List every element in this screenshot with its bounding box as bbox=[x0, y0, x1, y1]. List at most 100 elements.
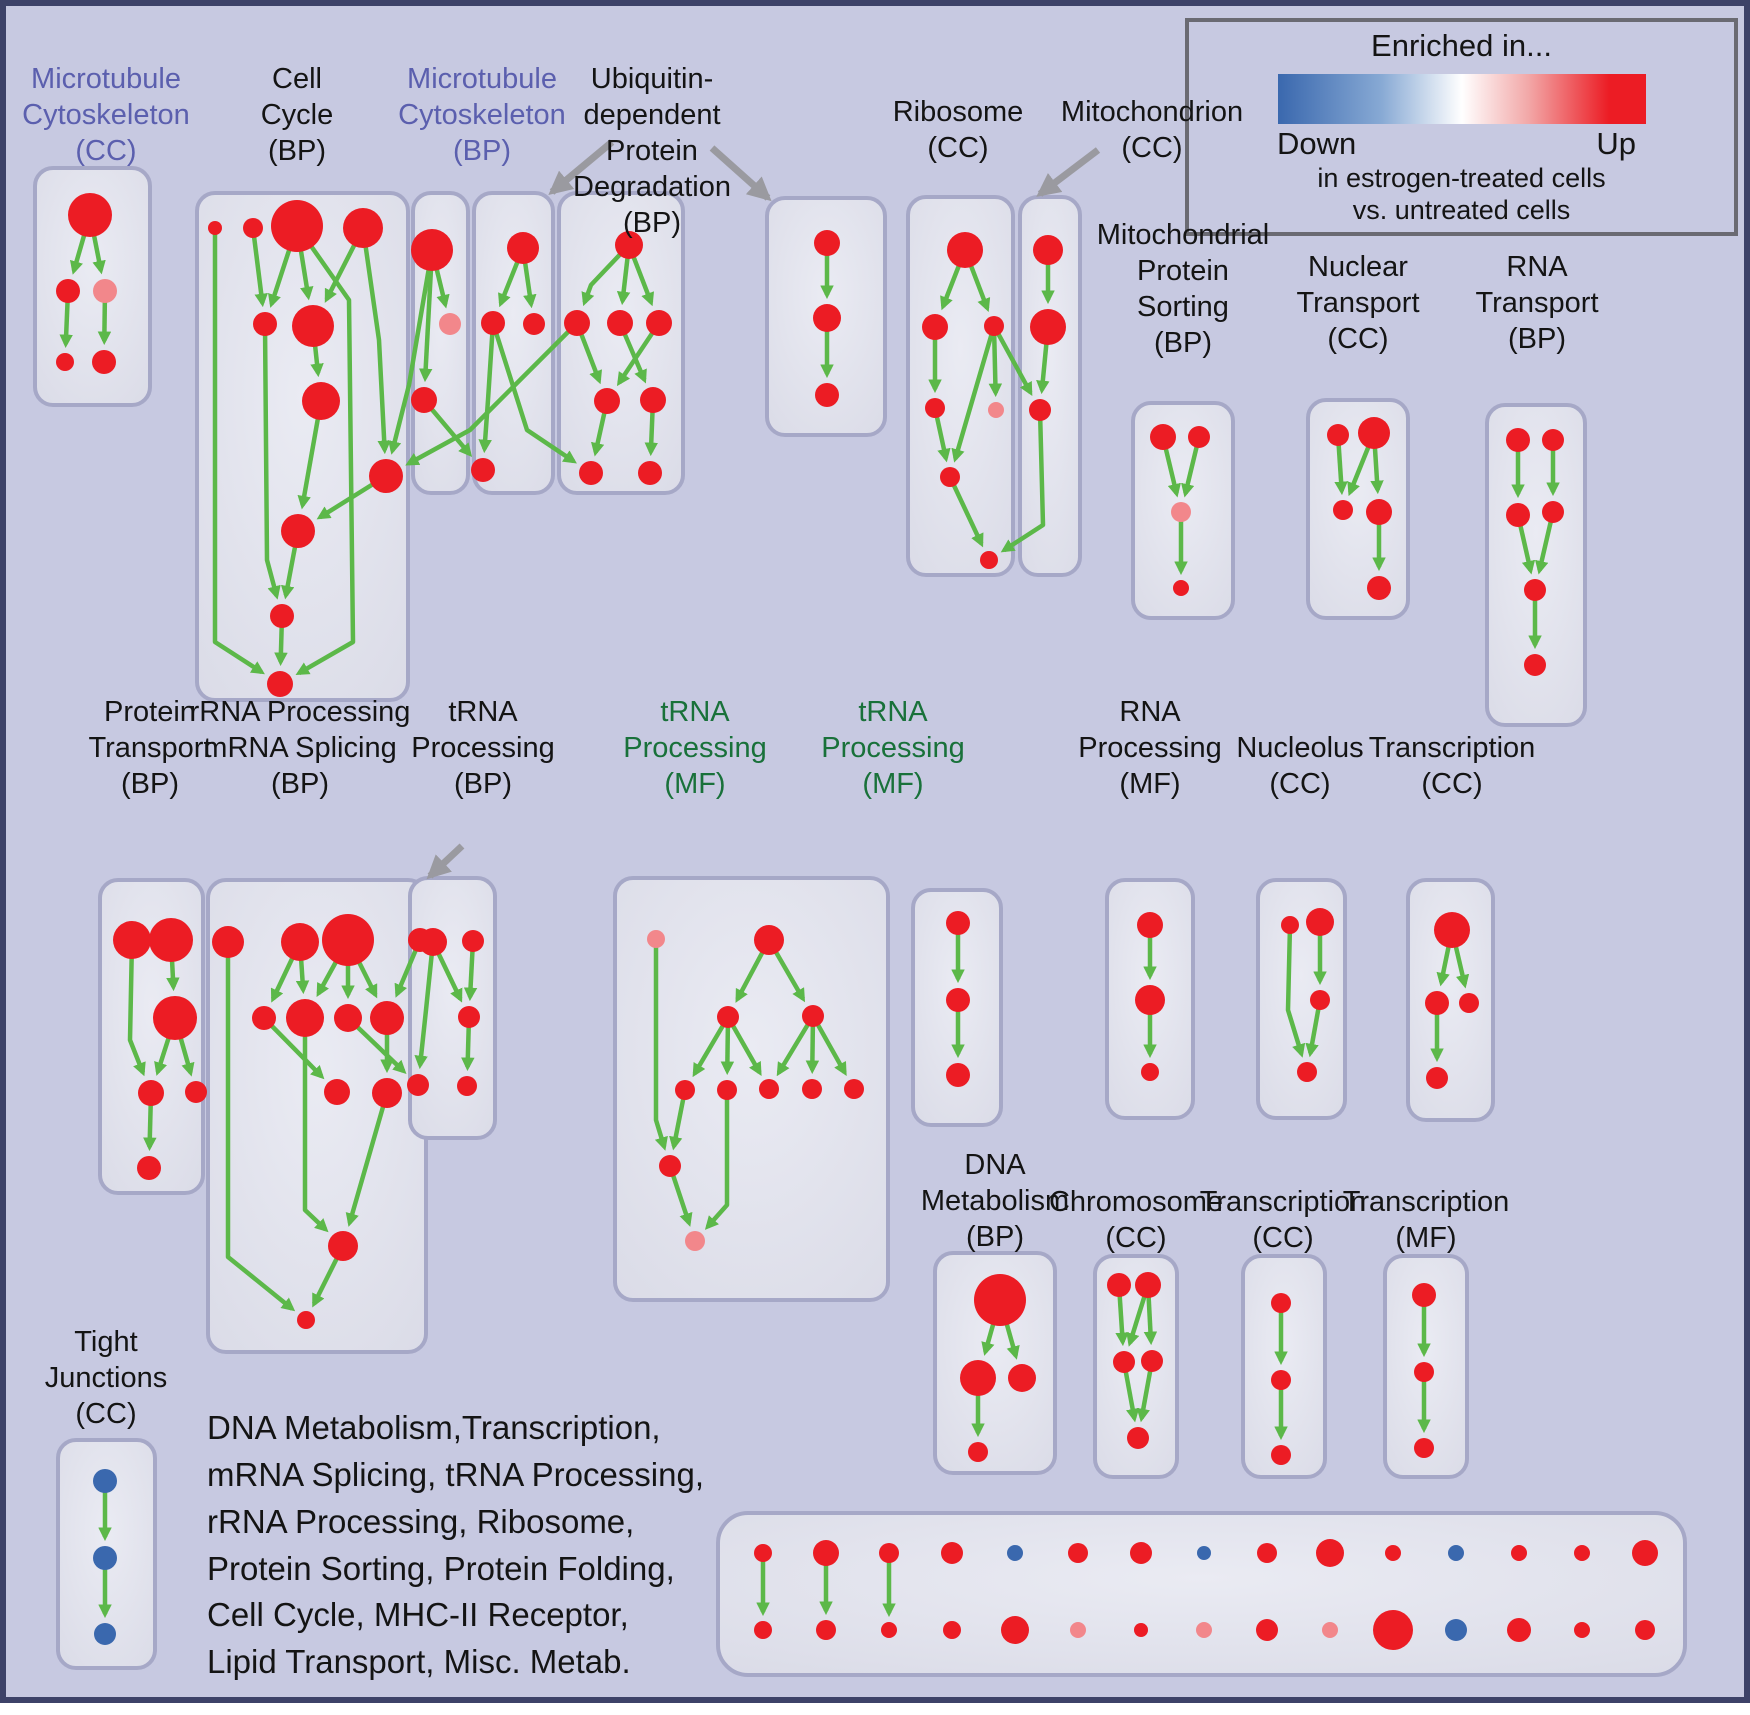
edge bbox=[988, 325, 1003, 398]
node bbox=[481, 311, 505, 335]
node bbox=[471, 458, 495, 482]
node bbox=[322, 914, 374, 966]
legend-down-label: Down bbox=[1277, 126, 1357, 161]
node bbox=[1507, 1618, 1531, 1642]
node bbox=[1197, 1546, 1211, 1560]
node bbox=[411, 387, 437, 413]
node bbox=[462, 930, 484, 952]
node bbox=[302, 382, 340, 420]
node bbox=[149, 918, 193, 962]
node bbox=[94, 1623, 116, 1645]
pointer-arrows-layer bbox=[426, 139, 1101, 880]
pointer-trna-bp bbox=[426, 843, 465, 880]
node bbox=[675, 1080, 695, 1100]
node bbox=[607, 310, 633, 336]
node bbox=[138, 1080, 164, 1106]
node bbox=[281, 923, 319, 961]
node bbox=[419, 928, 447, 956]
node bbox=[1635, 1620, 1655, 1640]
edge bbox=[490, 322, 577, 464]
transcription-cc-lower-box bbox=[1241, 1254, 1327, 1479]
node bbox=[253, 312, 277, 336]
pointer-mitochondrion bbox=[1036, 147, 1101, 197]
edge bbox=[418, 249, 435, 383]
node bbox=[1257, 1543, 1277, 1563]
node bbox=[1414, 1438, 1434, 1458]
node bbox=[594, 388, 620, 414]
edge bbox=[127, 939, 146, 1077]
node bbox=[1358, 417, 1390, 449]
node bbox=[659, 1155, 681, 1177]
node bbox=[647, 930, 665, 948]
node bbox=[814, 230, 840, 256]
node bbox=[947, 232, 983, 268]
node bbox=[638, 461, 662, 485]
node bbox=[93, 1546, 117, 1570]
node bbox=[813, 304, 841, 332]
legend-condition-line1: in estrogen-treated cells bbox=[1317, 163, 1606, 193]
node bbox=[243, 218, 263, 238]
node bbox=[1135, 1272, 1161, 1298]
node bbox=[93, 1469, 117, 1493]
edge bbox=[302, 1018, 329, 1233]
node bbox=[1271, 1445, 1291, 1465]
edge bbox=[250, 227, 268, 308]
node bbox=[988, 402, 1004, 418]
edge bbox=[262, 1016, 325, 1080]
node bbox=[370, 1001, 404, 1035]
node bbox=[369, 459, 403, 493]
node bbox=[984, 316, 1004, 336]
node bbox=[717, 1006, 739, 1028]
node bbox=[458, 1006, 480, 1028]
node bbox=[1150, 424, 1176, 450]
node bbox=[1113, 1351, 1135, 1373]
node bbox=[1506, 503, 1530, 527]
node bbox=[946, 988, 970, 1012]
node bbox=[252, 1006, 276, 1030]
node bbox=[1007, 1545, 1023, 1561]
trna-processing-bp-box bbox=[408, 876, 497, 1140]
node bbox=[1333, 500, 1353, 520]
node bbox=[56, 353, 74, 371]
node bbox=[1196, 1622, 1212, 1638]
edge bbox=[405, 321, 579, 466]
node bbox=[68, 193, 112, 237]
node bbox=[844, 1079, 864, 1099]
node bbox=[1297, 1062, 1317, 1082]
edge bbox=[345, 1092, 390, 1227]
node bbox=[56, 279, 80, 303]
node bbox=[1414, 1362, 1434, 1382]
node bbox=[267, 671, 293, 697]
node bbox=[717, 1080, 737, 1100]
legend-gradient-bar bbox=[1277, 74, 1646, 124]
node bbox=[946, 1063, 970, 1087]
node bbox=[1141, 1350, 1163, 1372]
node bbox=[968, 1442, 988, 1462]
node bbox=[879, 1543, 899, 1563]
node bbox=[328, 1231, 358, 1261]
node bbox=[816, 1620, 836, 1640]
microtubule-bp-right-box bbox=[472, 191, 555, 495]
ribosome-box bbox=[906, 195, 1015, 577]
node bbox=[439, 313, 461, 335]
node bbox=[946, 911, 970, 935]
node bbox=[1001, 1616, 1029, 1644]
node bbox=[960, 1360, 996, 1396]
edge bbox=[704, 1090, 730, 1230]
chromosome-box bbox=[1093, 1254, 1179, 1479]
node bbox=[270, 604, 294, 628]
node bbox=[1542, 501, 1564, 523]
node bbox=[579, 461, 603, 485]
edge bbox=[1000, 409, 1046, 553]
node bbox=[941, 1542, 963, 1564]
node bbox=[1542, 429, 1564, 451]
node bbox=[1271, 1293, 1291, 1313]
node bbox=[208, 221, 222, 235]
node bbox=[1632, 1540, 1658, 1566]
node bbox=[1327, 424, 1349, 446]
nucleolus-box bbox=[1256, 878, 1347, 1120]
node bbox=[1426, 1067, 1448, 1089]
pointer-ubiquitin-right bbox=[709, 145, 772, 202]
edge bbox=[262, 323, 281, 600]
node bbox=[980, 551, 998, 569]
